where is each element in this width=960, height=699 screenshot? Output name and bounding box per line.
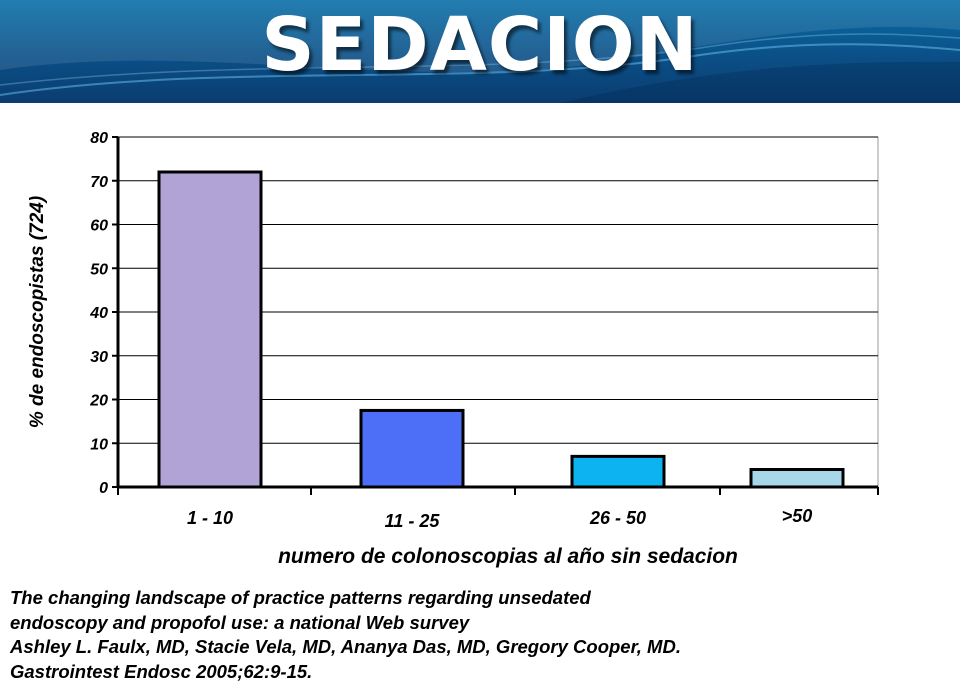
bar xyxy=(157,170,263,489)
x-axis-title: numero de colonoscopias al año sin sedac… xyxy=(278,545,738,568)
y-tick-label: 40 xyxy=(89,305,108,322)
y-tick-label: 80 xyxy=(90,130,108,147)
y-tick-label: 30 xyxy=(90,349,108,366)
y-ticks: 0 10 20 30 40 50 60 70 80 xyxy=(89,130,118,497)
x-category-label: 26 - 50 xyxy=(589,508,646,528)
x-ticks: 1 - 10 11 - 25 26 - 50 >50 xyxy=(117,487,879,531)
y-axis-title: % de endoscopistas (724) xyxy=(27,196,48,428)
bar xyxy=(749,468,845,489)
y-tick-label: 10 xyxy=(90,436,108,453)
citation-line: Gastrointest Endosc 2005;62:9-15. xyxy=(10,660,313,682)
slide-title: SEDACION xyxy=(261,2,699,88)
y-tick-label: 20 xyxy=(89,393,108,410)
citation-line: Ashley L. Faulx, MD, Stacie Vela, MD, An… xyxy=(10,636,681,657)
x-category-label: >50 xyxy=(782,506,813,526)
y-tick-label: 70 xyxy=(90,174,108,191)
x-category-label: 1 - 10 xyxy=(187,508,233,528)
citation-line: The changing landscape of practice patte… xyxy=(10,587,591,608)
y-tick-label: 60 xyxy=(90,218,108,235)
banner-wave-decoration xyxy=(0,0,960,103)
y-tick-label: 0 xyxy=(99,480,108,497)
bar xyxy=(570,454,666,489)
y-tick-label: 50 xyxy=(90,261,108,278)
bar-chart: 0 10 20 30 40 50 60 70 80 1 - 10 11 - 25 26 - 50 >5… xyxy=(27,130,879,568)
title-banner: SEDACION xyxy=(0,0,960,103)
citation-line: endoscopy and propofol use: a national W… xyxy=(10,611,470,633)
x-category-label: 11 - 25 xyxy=(385,511,441,531)
citation: The changing landscape of practice patte… xyxy=(10,586,950,684)
bar xyxy=(359,408,465,489)
bars xyxy=(157,170,845,489)
